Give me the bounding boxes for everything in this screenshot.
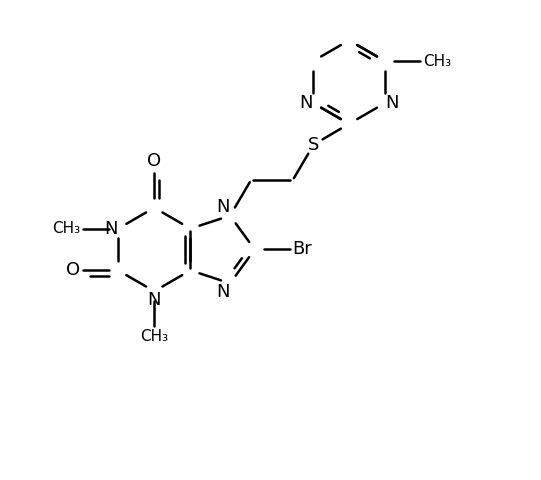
Text: N: N — [216, 283, 230, 301]
Text: N: N — [216, 198, 230, 216]
Text: CH₃: CH₃ — [140, 329, 168, 344]
Text: O: O — [147, 152, 161, 170]
Text: O: O — [67, 262, 81, 279]
Text: S: S — [308, 136, 319, 154]
Text: CH₃: CH₃ — [423, 54, 451, 69]
Text: N: N — [299, 94, 313, 112]
Text: N: N — [148, 291, 161, 309]
Text: N: N — [104, 220, 118, 238]
Text: CH₃: CH₃ — [52, 221, 81, 236]
Text: N: N — [385, 94, 399, 112]
Text: Br: Br — [292, 240, 312, 259]
